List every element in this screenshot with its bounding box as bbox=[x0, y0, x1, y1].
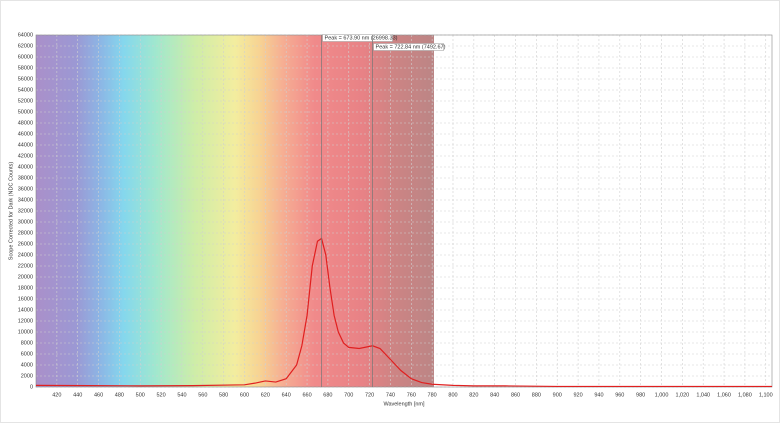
x-tick-label: 980 bbox=[636, 392, 645, 398]
x-tick-label: 920 bbox=[574, 392, 583, 398]
x-tick-label: 580 bbox=[219, 392, 228, 398]
annotation-box bbox=[373, 43, 444, 51]
y-tick-label: 34000 bbox=[18, 197, 33, 203]
y-tick-label: 32000 bbox=[18, 208, 33, 214]
y-axis-label: Scope Corrected for Dark (NDC Counts) bbox=[8, 162, 14, 261]
y-tick-label: 46000 bbox=[18, 131, 33, 137]
x-tick-label: 460 bbox=[94, 392, 103, 398]
y-tick-label: 18000 bbox=[18, 285, 33, 291]
y-tick-label: 6000 bbox=[21, 351, 33, 357]
y-tick-label: 48000 bbox=[18, 120, 33, 126]
spectrum-line bbox=[35, 237, 772, 388]
x-tick-label: 800 bbox=[448, 392, 457, 398]
y-tick-label: 12000 bbox=[18, 318, 33, 324]
x-tick-label: 480 bbox=[115, 392, 124, 398]
y-tick-label: 10000 bbox=[18, 329, 33, 335]
x-tick-label: 560 bbox=[198, 392, 207, 398]
y-tick-label: 26000 bbox=[18, 241, 33, 247]
y-tick-label: 20000 bbox=[18, 274, 33, 280]
x-tick-label: 1,080 bbox=[738, 392, 752, 398]
annotation: Peak = 673.90 nm (26998.33) bbox=[325, 35, 398, 41]
x-tick-label: 760 bbox=[407, 392, 416, 398]
x-tick-label: 740 bbox=[386, 392, 395, 398]
x-tick-label: 600 bbox=[240, 392, 249, 398]
y-tick-label: 22000 bbox=[18, 263, 33, 269]
spectrum-band bbox=[36, 35, 434, 387]
x-tick-label: 1,060 bbox=[717, 392, 731, 398]
y-tick-label: 2000 bbox=[21, 373, 33, 379]
x-tick-label: 780 bbox=[428, 392, 437, 398]
x-tick-label: 720 bbox=[365, 392, 374, 398]
y-tick-label: 40000 bbox=[18, 164, 33, 170]
x-tick-label: 960 bbox=[615, 392, 624, 398]
y-tick-label: 14000 bbox=[18, 307, 33, 313]
y-tick-label: 64000 bbox=[18, 32, 33, 38]
y-tick-label: 52000 bbox=[18, 98, 33, 104]
y-tick-label: 0 bbox=[30, 384, 33, 390]
x-tick-label: 900 bbox=[553, 392, 562, 398]
annotation-box bbox=[322, 34, 393, 42]
x-tick-label: 500 bbox=[136, 392, 145, 398]
x-tick-label: 700 bbox=[344, 392, 353, 398]
x-tick-label: 1,040 bbox=[696, 392, 710, 398]
x-tick-label: 820 bbox=[469, 392, 478, 398]
x-tick-label: 860 bbox=[511, 392, 520, 398]
x-tick-label: 880 bbox=[532, 392, 541, 398]
x-tick-label: 640 bbox=[282, 392, 291, 398]
y-tick-label: 30000 bbox=[18, 219, 33, 225]
y-tick-label: 56000 bbox=[18, 76, 33, 82]
y-tick-label: 58000 bbox=[18, 65, 33, 71]
y-tick-label: 60000 bbox=[18, 54, 33, 60]
x-tick-label: 620 bbox=[261, 392, 270, 398]
x-tick-label: 680 bbox=[323, 392, 332, 398]
x-tick-label: 540 bbox=[177, 392, 186, 398]
x-tick-label: 440 bbox=[73, 392, 82, 398]
y-tick-label: 42000 bbox=[18, 153, 33, 159]
y-tick-label: 38000 bbox=[18, 175, 33, 181]
y-tick-label: 54000 bbox=[18, 87, 33, 93]
x-tick-label: 940 bbox=[594, 392, 603, 398]
plot-border bbox=[35, 34, 773, 388]
x-tick-label: 520 bbox=[157, 392, 166, 398]
x-tick-label: 660 bbox=[302, 392, 311, 398]
y-tick-label: 36000 bbox=[18, 186, 33, 192]
y-tick-label: 8000 bbox=[21, 340, 33, 346]
y-tick-label: 50000 bbox=[18, 109, 33, 115]
x-tick-label: 1,100 bbox=[759, 392, 773, 398]
x-tick-label: 420 bbox=[52, 392, 61, 398]
y-tick-label: 4000 bbox=[21, 362, 33, 368]
annotation: Peak = 722.84 nm (7492.67) bbox=[376, 44, 446, 50]
y-tick-label: 24000 bbox=[18, 252, 33, 258]
x-tick-label: 1,020 bbox=[675, 392, 689, 398]
grid bbox=[36, 34, 772, 388]
x-tick-label: 1,000 bbox=[655, 392, 669, 398]
y-tick-label: 62000 bbox=[18, 43, 33, 49]
x-axis-label: Wavelength [nm] bbox=[383, 401, 425, 407]
y-tick-label: 16000 bbox=[18, 296, 33, 302]
x-tick-label: 840 bbox=[490, 392, 499, 398]
y-tick-label: 28000 bbox=[18, 230, 33, 236]
y-tick-label: 44000 bbox=[18, 142, 33, 148]
